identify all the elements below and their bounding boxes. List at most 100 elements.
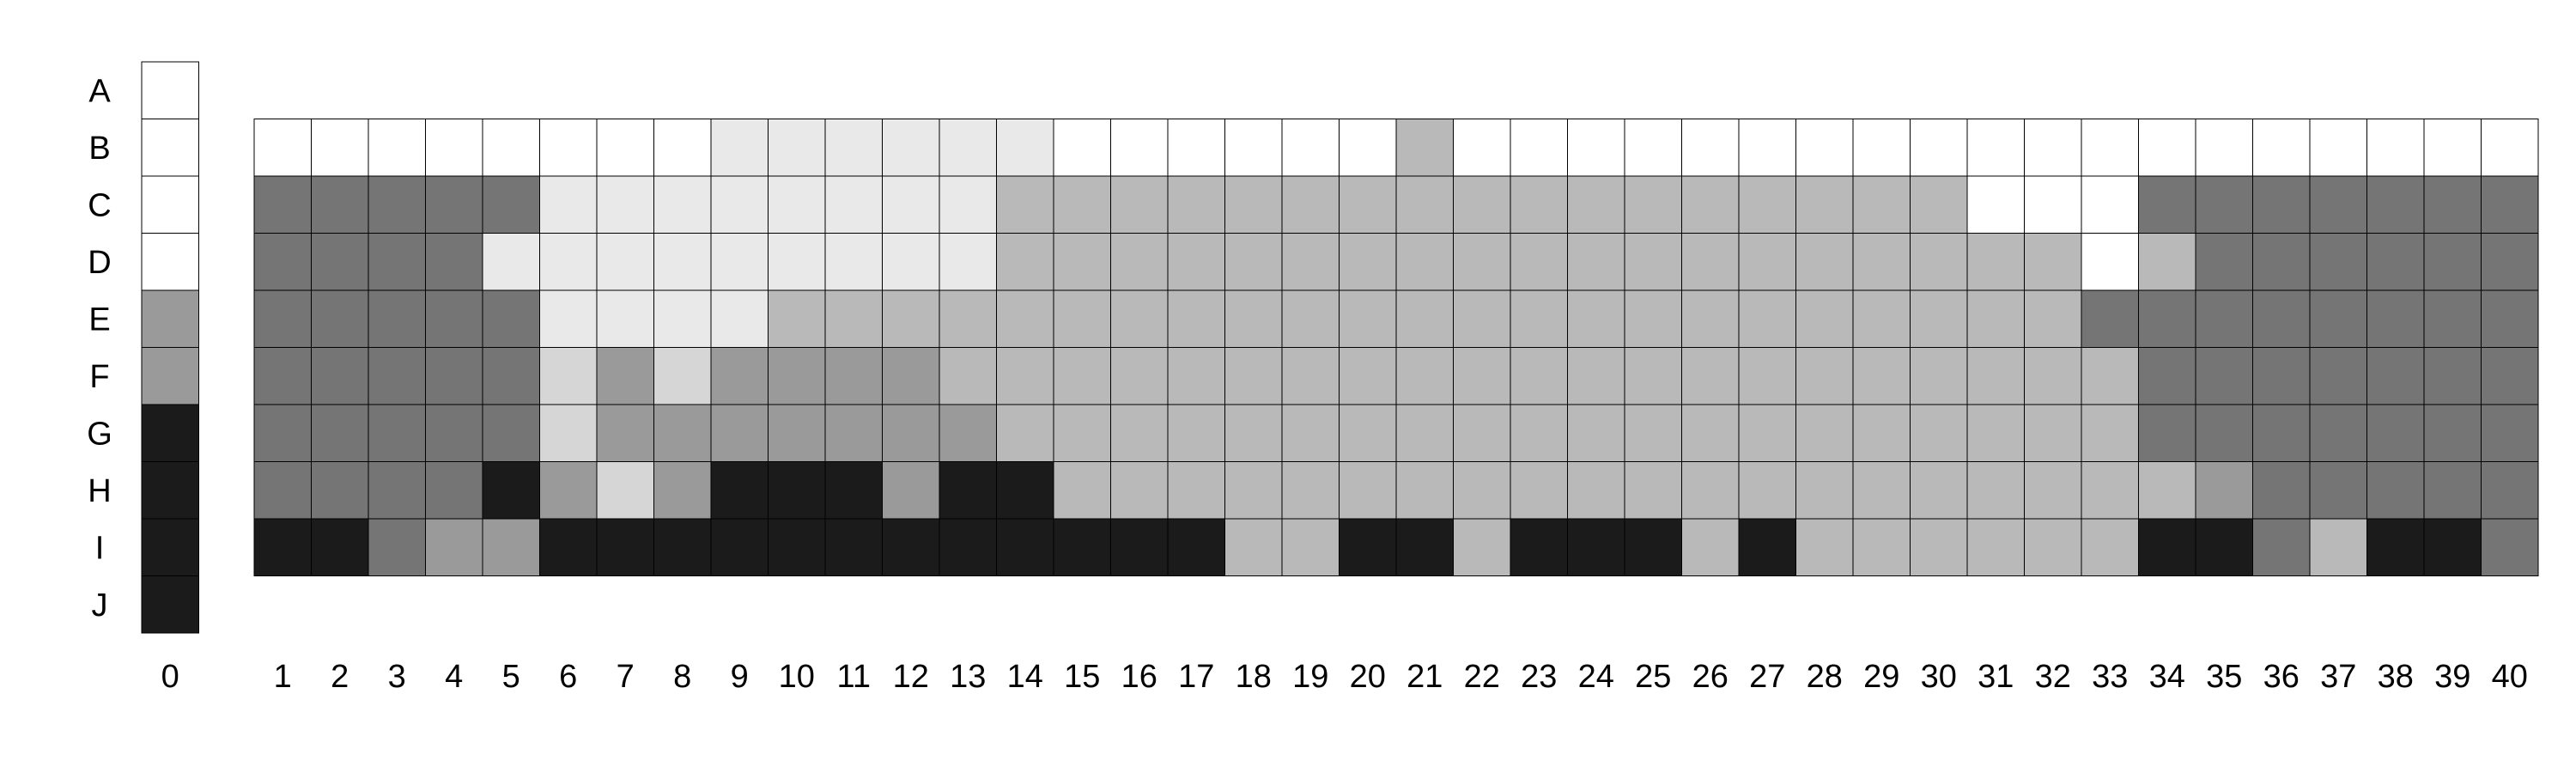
- cell-F-5: [482, 347, 540, 405]
- cell-D-12: [882, 233, 940, 291]
- column-label-16: 16: [1121, 659, 1157, 695]
- row-label-G: G: [87, 416, 112, 452]
- column-label-39: 39: [2434, 659, 2470, 695]
- row-label-B: B: [88, 131, 110, 167]
- cell-D-24: [1567, 233, 1625, 291]
- cell-E-33: [2081, 289, 2139, 348]
- cell-H-4: [425, 461, 483, 520]
- cell-F-16: [1110, 347, 1169, 405]
- cell-C-16: [1110, 175, 1169, 234]
- cell-F-18: [1224, 347, 1283, 405]
- cell-B-27: [1738, 119, 1796, 177]
- cell-B-12: [882, 119, 940, 177]
- column-label-26: 26: [1692, 659, 1728, 695]
- row-label-F: F: [89, 359, 109, 395]
- cell-G-21: [1395, 404, 1454, 462]
- cell-E-15: [1053, 289, 1111, 348]
- cell-H-39: [2423, 461, 2482, 520]
- cell-F-31: [1966, 347, 2025, 405]
- cell-C-17: [1167, 175, 1225, 234]
- row-label-C: C: [88, 187, 111, 223]
- column-label-12: 12: [893, 659, 929, 695]
- cell-E-9: [710, 289, 769, 348]
- cell-H-11: [824, 461, 883, 520]
- cell-F-6: [539, 347, 598, 405]
- cell-C-32: [2024, 175, 2082, 234]
- cell-G-32: [2024, 404, 2082, 462]
- cell-G-1: [253, 404, 312, 462]
- cell-C-4: [425, 175, 483, 234]
- cell-D-19: [1281, 233, 1340, 291]
- cell-D-28: [1795, 233, 1854, 291]
- cell-C-29: [1852, 175, 1911, 234]
- cell-I-32: [2024, 518, 2082, 576]
- cell-F-25: [1624, 347, 1682, 405]
- cell-C-37: [2309, 175, 2367, 234]
- cell-C-21: [1395, 175, 1454, 234]
- cell-H-17: [1167, 461, 1225, 520]
- cell-C-15: [1053, 175, 1111, 234]
- cell-E-28: [1795, 289, 1854, 348]
- cell-G-7: [596, 404, 654, 462]
- cell-H-2: [311, 461, 369, 520]
- cell-F-22: [1453, 347, 1511, 405]
- cell-I-38: [2366, 518, 2425, 576]
- column-label-38: 38: [2378, 659, 2414, 695]
- cell-G-18: [1224, 404, 1283, 462]
- cell-B-36: [2252, 119, 2311, 177]
- cell-E-7: [596, 289, 654, 348]
- cell-H-16: [1110, 461, 1169, 520]
- column-label-17: 17: [1178, 659, 1214, 695]
- cell-C-9: [710, 175, 769, 234]
- cell-G-34: [2138, 404, 2196, 462]
- cell-B-29: [1852, 119, 1911, 177]
- cell-B-19: [1281, 119, 1340, 177]
- cell-C-36: [2252, 175, 2311, 234]
- column-label-2: 2: [331, 659, 349, 695]
- cell-G-16: [1110, 404, 1169, 462]
- row-label-E: E: [88, 301, 110, 338]
- cell-F-7: [596, 347, 654, 405]
- cell-F-37: [2309, 347, 2367, 405]
- cell-D-26: [1681, 233, 1740, 291]
- cell-H-35: [2195, 461, 2253, 520]
- cell-B-18: [1224, 119, 1283, 177]
- cell-G-19: [1281, 404, 1340, 462]
- cell-D-39: [2423, 233, 2482, 291]
- cell-F-1: [253, 347, 312, 405]
- cell-C-1: [253, 175, 312, 234]
- cell-I-13: [939, 518, 997, 576]
- column-label-3: 3: [388, 659, 406, 695]
- cell-B-6: [539, 119, 598, 177]
- cell-D-14: [996, 233, 1054, 291]
- column-label-30: 30: [1921, 659, 1957, 695]
- cell-B-4: [425, 119, 483, 177]
- cell-I-22: [1453, 518, 1511, 576]
- cell-D-38: [2366, 233, 2425, 291]
- cell-C-28: [1795, 175, 1854, 234]
- cell-D-20: [1339, 233, 1397, 291]
- cell-F-3: [368, 347, 426, 405]
- cell-F-13: [939, 347, 997, 405]
- cell-B-1: [253, 119, 312, 177]
- cell-H-9: [710, 461, 769, 520]
- cell-I-9: [710, 518, 769, 576]
- cell-F-30: [1910, 347, 1968, 405]
- cell-E-3: [368, 289, 426, 348]
- cell-G-33: [2081, 404, 2139, 462]
- cell-H-14: [996, 461, 1054, 520]
- cell-B-5: [482, 119, 540, 177]
- cell-G-4: [425, 404, 483, 462]
- cell-D-3: [368, 233, 426, 291]
- cell-G-36: [2252, 404, 2311, 462]
- cell-F-11: [824, 347, 883, 405]
- column-label-33: 33: [2092, 659, 2128, 695]
- cell-H-28: [1795, 461, 1854, 520]
- cell-C-8: [653, 175, 712, 234]
- cell-I-30: [1910, 518, 1968, 576]
- cell-B-39: [2423, 119, 2482, 177]
- cell-E-17: [1167, 289, 1225, 348]
- cell-I-33: [2081, 518, 2139, 576]
- cell-D-2: [311, 233, 369, 291]
- cell-B-34: [2138, 119, 2196, 177]
